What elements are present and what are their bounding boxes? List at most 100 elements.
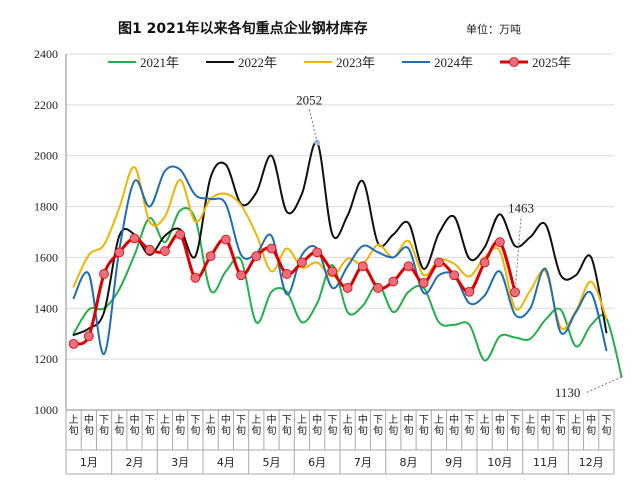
x-tick-char: 下: [282, 415, 292, 426]
x-tick-label: 中旬: [358, 413, 368, 437]
x-tick-char: 上: [114, 414, 124, 426]
x-tick-char: 中: [312, 413, 322, 426]
x-tick-char: 旬: [190, 424, 200, 437]
x-tick-label: 中旬: [586, 413, 596, 437]
month-label: 5月: [263, 456, 281, 469]
x-tick-char: 中: [84, 413, 94, 426]
x-tick-label: 中旬: [221, 413, 231, 437]
x-tick-char: 中: [586, 413, 596, 426]
data-point: [220, 234, 231, 245]
x-tick-label: 下旬: [373, 415, 383, 437]
x-tick-label: 下旬: [556, 415, 566, 437]
data-point: [175, 229, 186, 240]
x-tick-char: 下: [190, 415, 200, 426]
month-label: 10月: [487, 456, 512, 469]
x-tick-char: 中: [449, 413, 459, 426]
data-point: [479, 257, 490, 268]
month-label: 9月: [445, 456, 463, 469]
series-line-2022年: [72, 141, 608, 336]
x-tick-label: 下旬: [327, 415, 337, 437]
data-point: [99, 269, 109, 279]
x-tick-char: 旬: [404, 424, 414, 437]
y-tick-label: 2000: [34, 149, 58, 163]
x-tick-char: 下: [601, 415, 611, 426]
x-axis: 上旬中旬下旬上旬中旬下旬上旬中旬下旬上旬中旬下旬上旬中旬下旬上旬中旬下旬上旬中旬…: [65, 409, 615, 475]
legend-label: 2024年: [434, 55, 473, 70]
x-tick-char: 旬: [388, 424, 398, 437]
data-point: [327, 266, 338, 277]
y-tick-label: 1000: [34, 403, 58, 417]
x-tick-char: 上: [343, 414, 353, 426]
y-tick-label: 1800: [34, 200, 58, 214]
x-tick-char: 旬: [160, 424, 170, 437]
x-tick-label: 中旬: [175, 413, 185, 437]
x-tick-char: 中: [221, 413, 231, 426]
x-tick-label: 中旬: [267, 413, 277, 437]
x-tick-char: 下: [464, 415, 474, 426]
x-tick-char: 中: [495, 413, 505, 426]
legend-label: 2025年: [532, 55, 571, 70]
x-tick-char: 旬: [312, 424, 322, 437]
x-tick-char: 旬: [586, 424, 596, 437]
legend-marker: [509, 57, 519, 67]
x-tick-char: 中: [404, 413, 414, 426]
x-tick-char: 旬: [571, 424, 581, 437]
data-point: [236, 270, 246, 281]
x-tick-label: 下旬: [190, 415, 200, 437]
month-label: 3月: [171, 456, 189, 469]
x-tick-char: 旬: [434, 424, 444, 437]
data-point: [281, 269, 292, 279]
y-tick-label: 1400: [34, 301, 58, 315]
unit-label: 单位：万吨: [466, 22, 521, 36]
annotation-leader: [308, 108, 318, 143]
x-tick-char: 旬: [541, 424, 551, 437]
data-point: [144, 244, 155, 255]
series-line-2025年: [72, 232, 517, 346]
x-tick-char: 下: [419, 415, 429, 426]
x-tick-char: 旬: [373, 424, 383, 437]
annotation-label: 1130: [555, 385, 581, 400]
data-point: [434, 257, 444, 268]
data-point: [357, 261, 368, 272]
x-tick-char: 旬: [327, 424, 337, 437]
data-point: [68, 338, 79, 349]
y-tick-label: 2400: [34, 47, 58, 61]
x-tick-char: 下: [556, 415, 566, 426]
data-point: [449, 270, 460, 281]
x-tick-char: 旬: [601, 424, 611, 437]
x-tick-char: 旬: [99, 424, 109, 437]
annotation-label: 2052: [296, 92, 322, 107]
annotation-leader: [585, 376, 622, 394]
y-tick-label: 1200: [34, 352, 58, 366]
month-label: 1月: [80, 456, 98, 469]
x-tick-char: 旬: [464, 424, 474, 437]
month-label: 7月: [354, 456, 372, 469]
month-label: 11月: [533, 456, 558, 469]
x-tick-char: 上: [388, 414, 398, 426]
x-tick-char: 上: [297, 414, 307, 426]
data-point: [494, 237, 505, 248]
x-tick-label: 上旬: [434, 414, 444, 437]
x-tick-char: 旬: [480, 424, 490, 437]
x-tick-char: 下: [236, 415, 246, 426]
data-point: [388, 276, 399, 287]
x-tick-label: 中旬: [312, 413, 322, 437]
x-tick-label: 下旬: [99, 415, 109, 437]
x-tick-char: 上: [525, 414, 535, 426]
x-tick-char: 旬: [343, 424, 353, 437]
data-point: [160, 246, 170, 256]
x-tick-char: 旬: [282, 424, 292, 437]
x-tick-char: 上: [251, 414, 261, 426]
x-tick-char: 上: [571, 414, 581, 426]
x-tick-char: 上: [480, 414, 490, 426]
data-point: [114, 247, 125, 258]
x-tick-char: 旬: [510, 424, 520, 437]
x-tick-label: 中旬: [449, 413, 459, 437]
x-tick-char: 旬: [84, 424, 94, 437]
data-point: [205, 251, 216, 262]
x-tick-label: 上旬: [160, 414, 170, 437]
data-point: [464, 286, 475, 297]
data-point: [373, 283, 383, 293]
x-tick-label: 中旬: [84, 413, 94, 437]
